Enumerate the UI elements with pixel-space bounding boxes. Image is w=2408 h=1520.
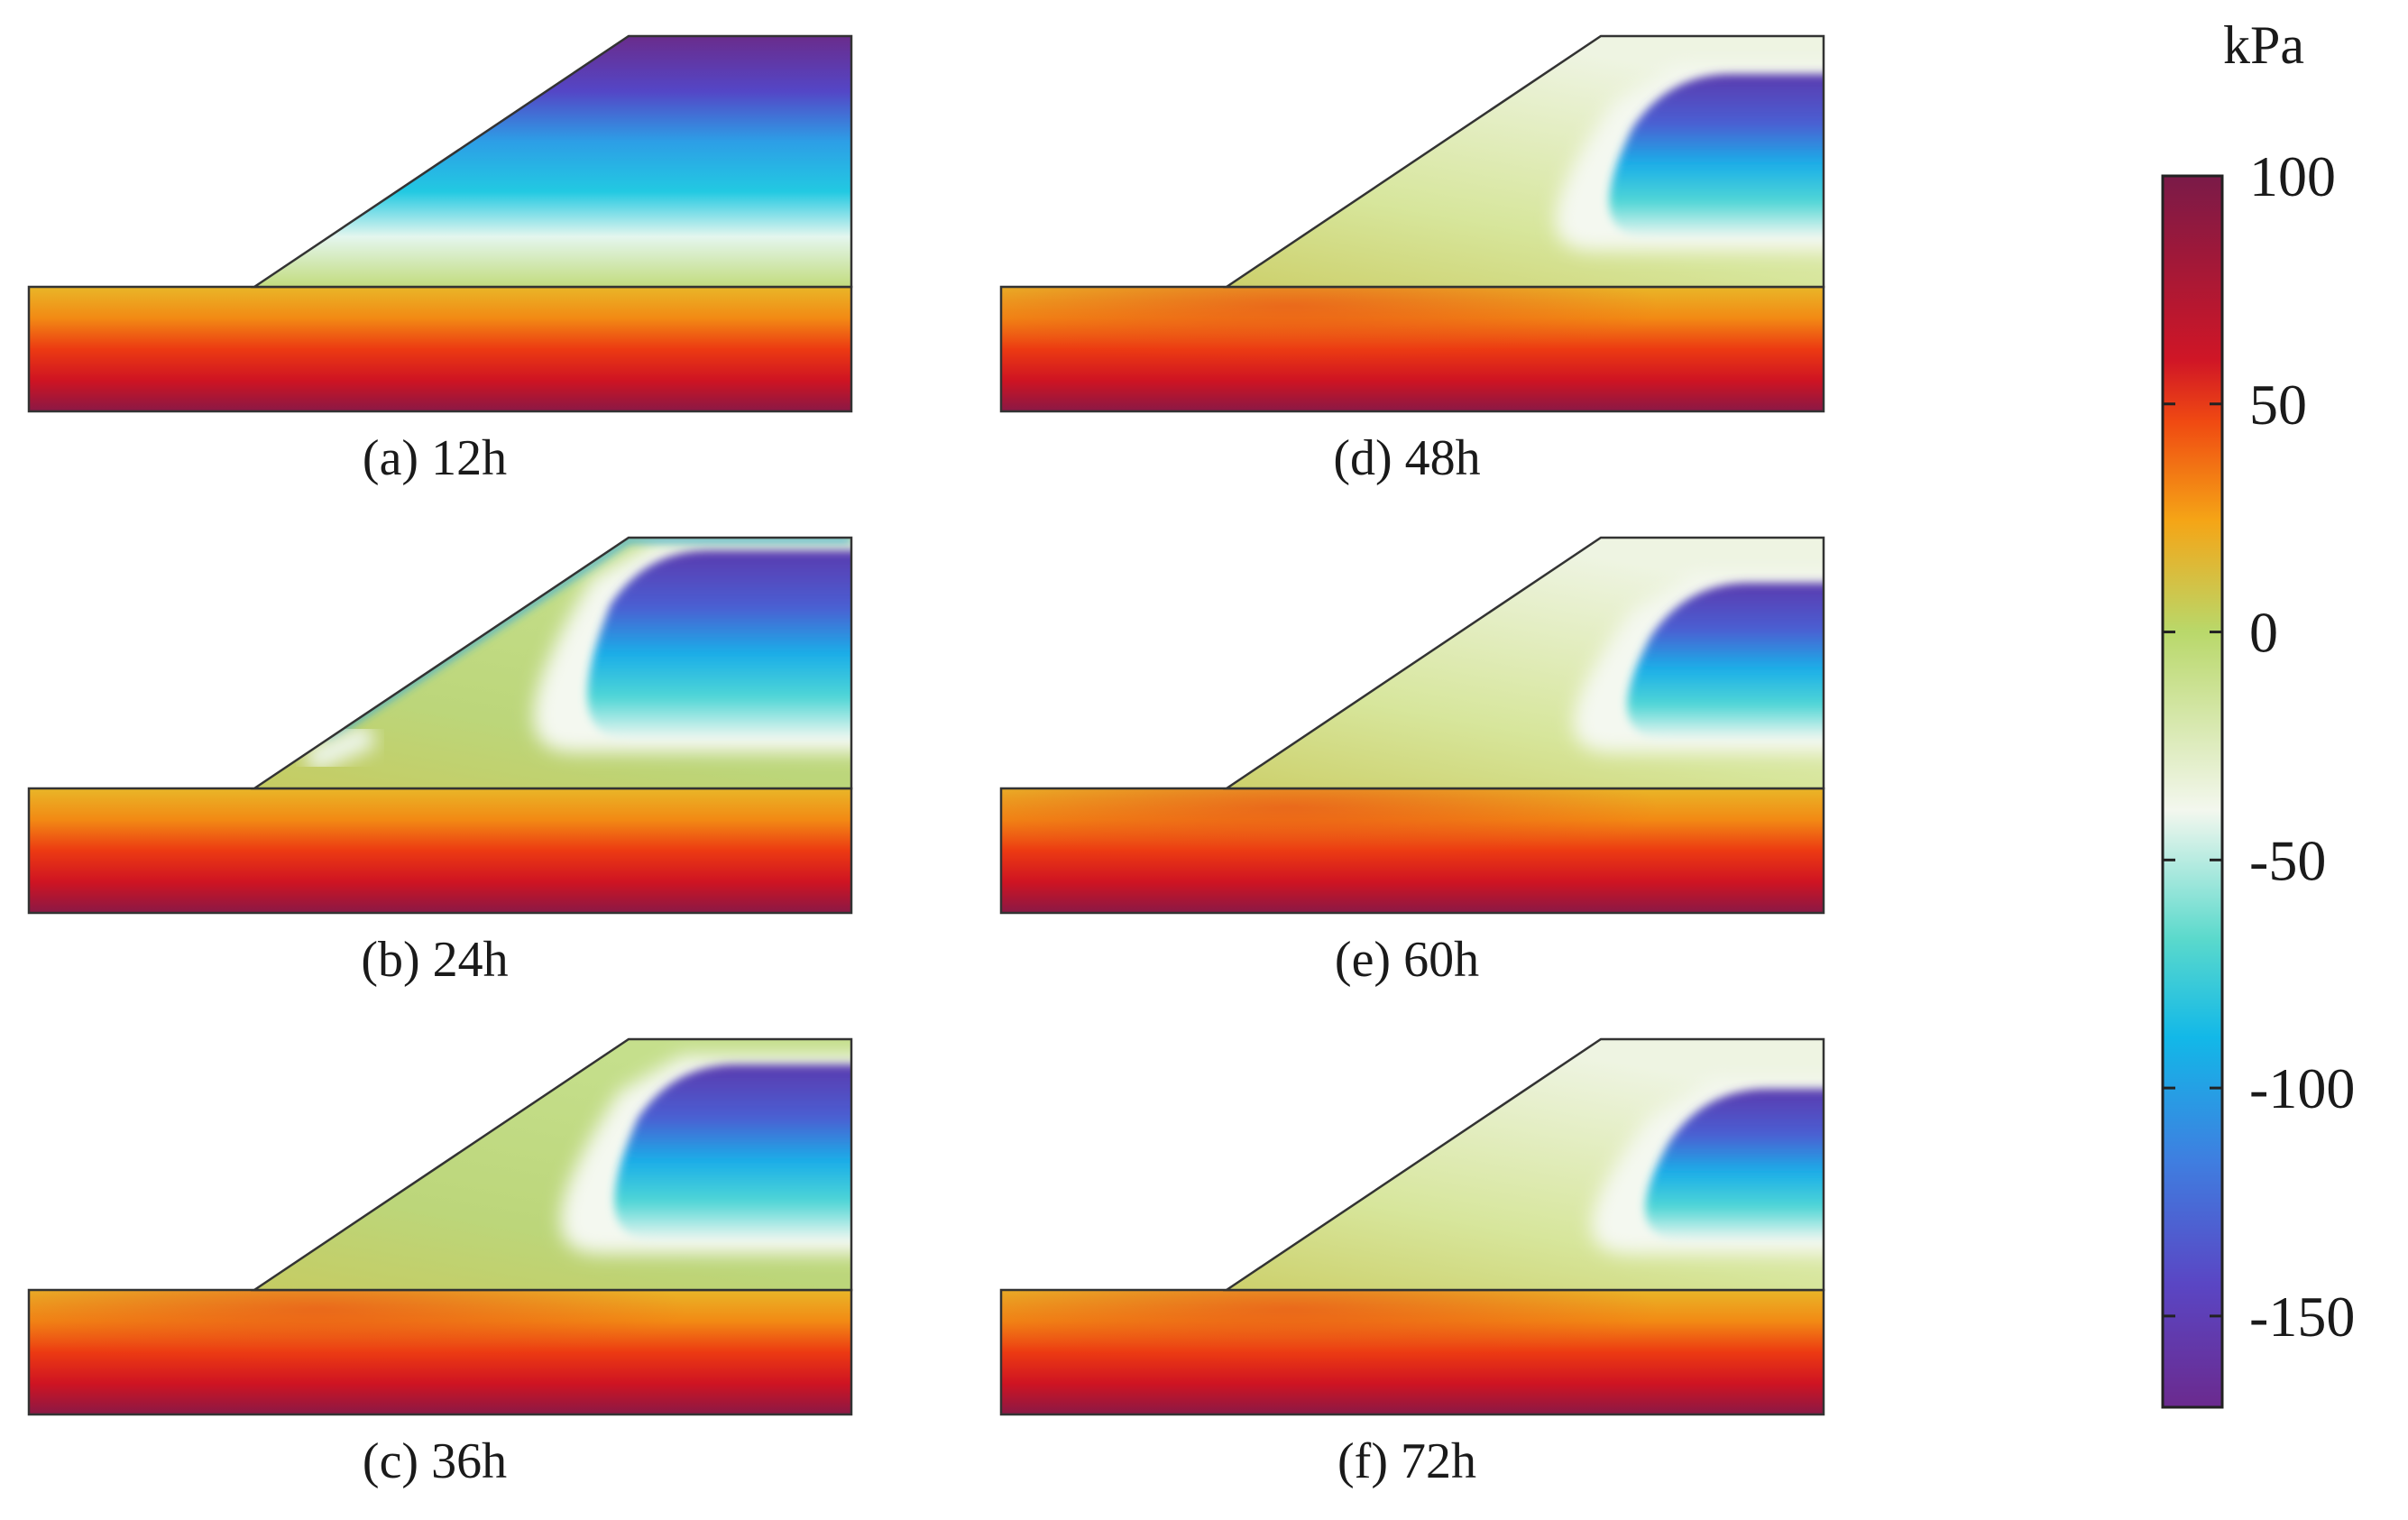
- embankment-outline: [250, 536, 853, 790]
- embankment-field: [254, 538, 851, 788]
- embankment-field: [1227, 1039, 1824, 1290]
- colorbar-ticks: 100 50 0 -50 -100 -150: [2163, 144, 2355, 1349]
- panels: (a) 12h (b) 24h (c) 36h (d) 48h (e) 60h (f) 7…: [27, 34, 1825, 1489]
- colorbar: kPa 100 50 0 -50 -100 -150: [2161, 15, 2355, 1409]
- panel-e: (e) 60h: [999, 536, 1825, 988]
- embankment-field: [254, 1039, 851, 1290]
- colorbar-tick-label: 100: [2249, 144, 2336, 208]
- foundation-layer: [29, 287, 851, 411]
- colorbar-tick-label: 0: [2249, 601, 2278, 665]
- colorbar-scale: [2161, 174, 2224, 1409]
- panel-c: (c) 36h: [27, 1037, 853, 1489]
- foundation-layer: [29, 788, 851, 913]
- toe-warm-zone: [1001, 1290, 1824, 1414]
- panel-caption-a: (a) 12h: [363, 430, 507, 486]
- panel-d: (d) 48h: [999, 34, 1825, 486]
- toe-warm-zone: [29, 1290, 851, 1414]
- embankment-outline: [1222, 1037, 1825, 1292]
- embankment-outline: [1222, 536, 1825, 790]
- panel-caption-f: (f) 72h: [1337, 1433, 1476, 1489]
- colorbar-tick-label: 50: [2249, 373, 2307, 437]
- embankment-field: [1227, 538, 1824, 788]
- embankment-field: [1227, 36, 1824, 287]
- toe-warm-zone: [1001, 287, 1824, 411]
- embankment-outline: [250, 1037, 853, 1292]
- colorbar-tick-label: -100: [2249, 1056, 2355, 1120]
- embankment-outline: [250, 34, 853, 289]
- colorbar-tick-label: -50: [2249, 828, 2326, 892]
- panel-b: (b) 24h: [27, 536, 853, 988]
- panel-caption-c: (c) 36h: [363, 1433, 507, 1489]
- panel-caption-b: (b) 24h: [361, 932, 508, 988]
- toe-warm-zone: [1001, 788, 1824, 913]
- panel-caption-d: (d) 48h: [1333, 430, 1480, 486]
- panel-a: (a) 12h: [27, 34, 853, 486]
- colorbar-tick-label: -150: [2249, 1285, 2355, 1349]
- colorbar-unit: kPa: [2223, 15, 2304, 75]
- embankment-outline: [1222, 34, 1825, 289]
- panel-f: (f) 72h: [999, 1037, 1825, 1489]
- panel-caption-e: (e) 60h: [1335, 932, 1479, 988]
